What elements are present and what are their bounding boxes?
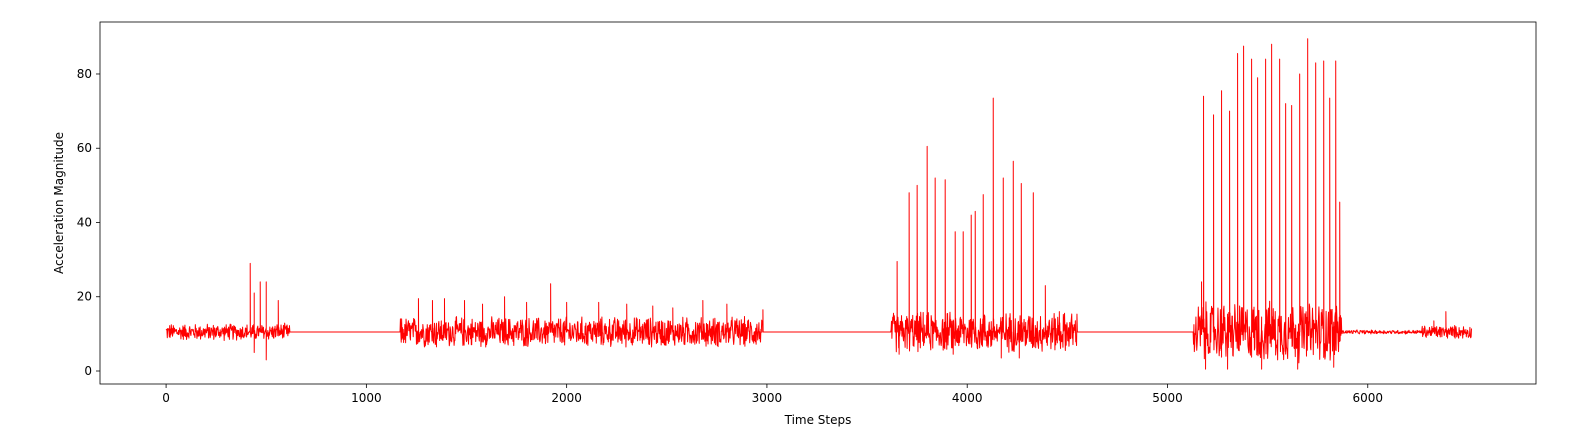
y-tick-label: 0 xyxy=(84,364,92,378)
y-tick-label: 80 xyxy=(77,67,92,81)
x-tick-label: 5000 xyxy=(1152,391,1183,405)
x-tick-label: 4000 xyxy=(952,391,983,405)
y-axis-label: Acceleration Magnitude xyxy=(52,132,66,274)
axes-frame xyxy=(99,21,1537,385)
y-tick-label: 60 xyxy=(77,141,92,155)
x-tick-label: 0 xyxy=(162,391,170,405)
series-line-0 xyxy=(165,38,1473,370)
x-axis-ticks: 0 1000 2000 3000 4000 5000 6000 xyxy=(162,384,1383,405)
y-tick-label: 20 xyxy=(77,290,92,304)
x-tick-label: 3000 xyxy=(752,391,783,405)
x-axis-label: Time Steps xyxy=(784,413,852,427)
y-axis-ticks: 0 20 40 60 80 xyxy=(77,67,100,378)
x-tick-label: 6000 xyxy=(1352,391,1383,405)
x-tick-label: 2000 xyxy=(551,391,582,405)
y-tick-label: 40 xyxy=(77,215,92,229)
x-tick-label: 1000 xyxy=(351,391,382,405)
plot-area xyxy=(99,21,1537,385)
